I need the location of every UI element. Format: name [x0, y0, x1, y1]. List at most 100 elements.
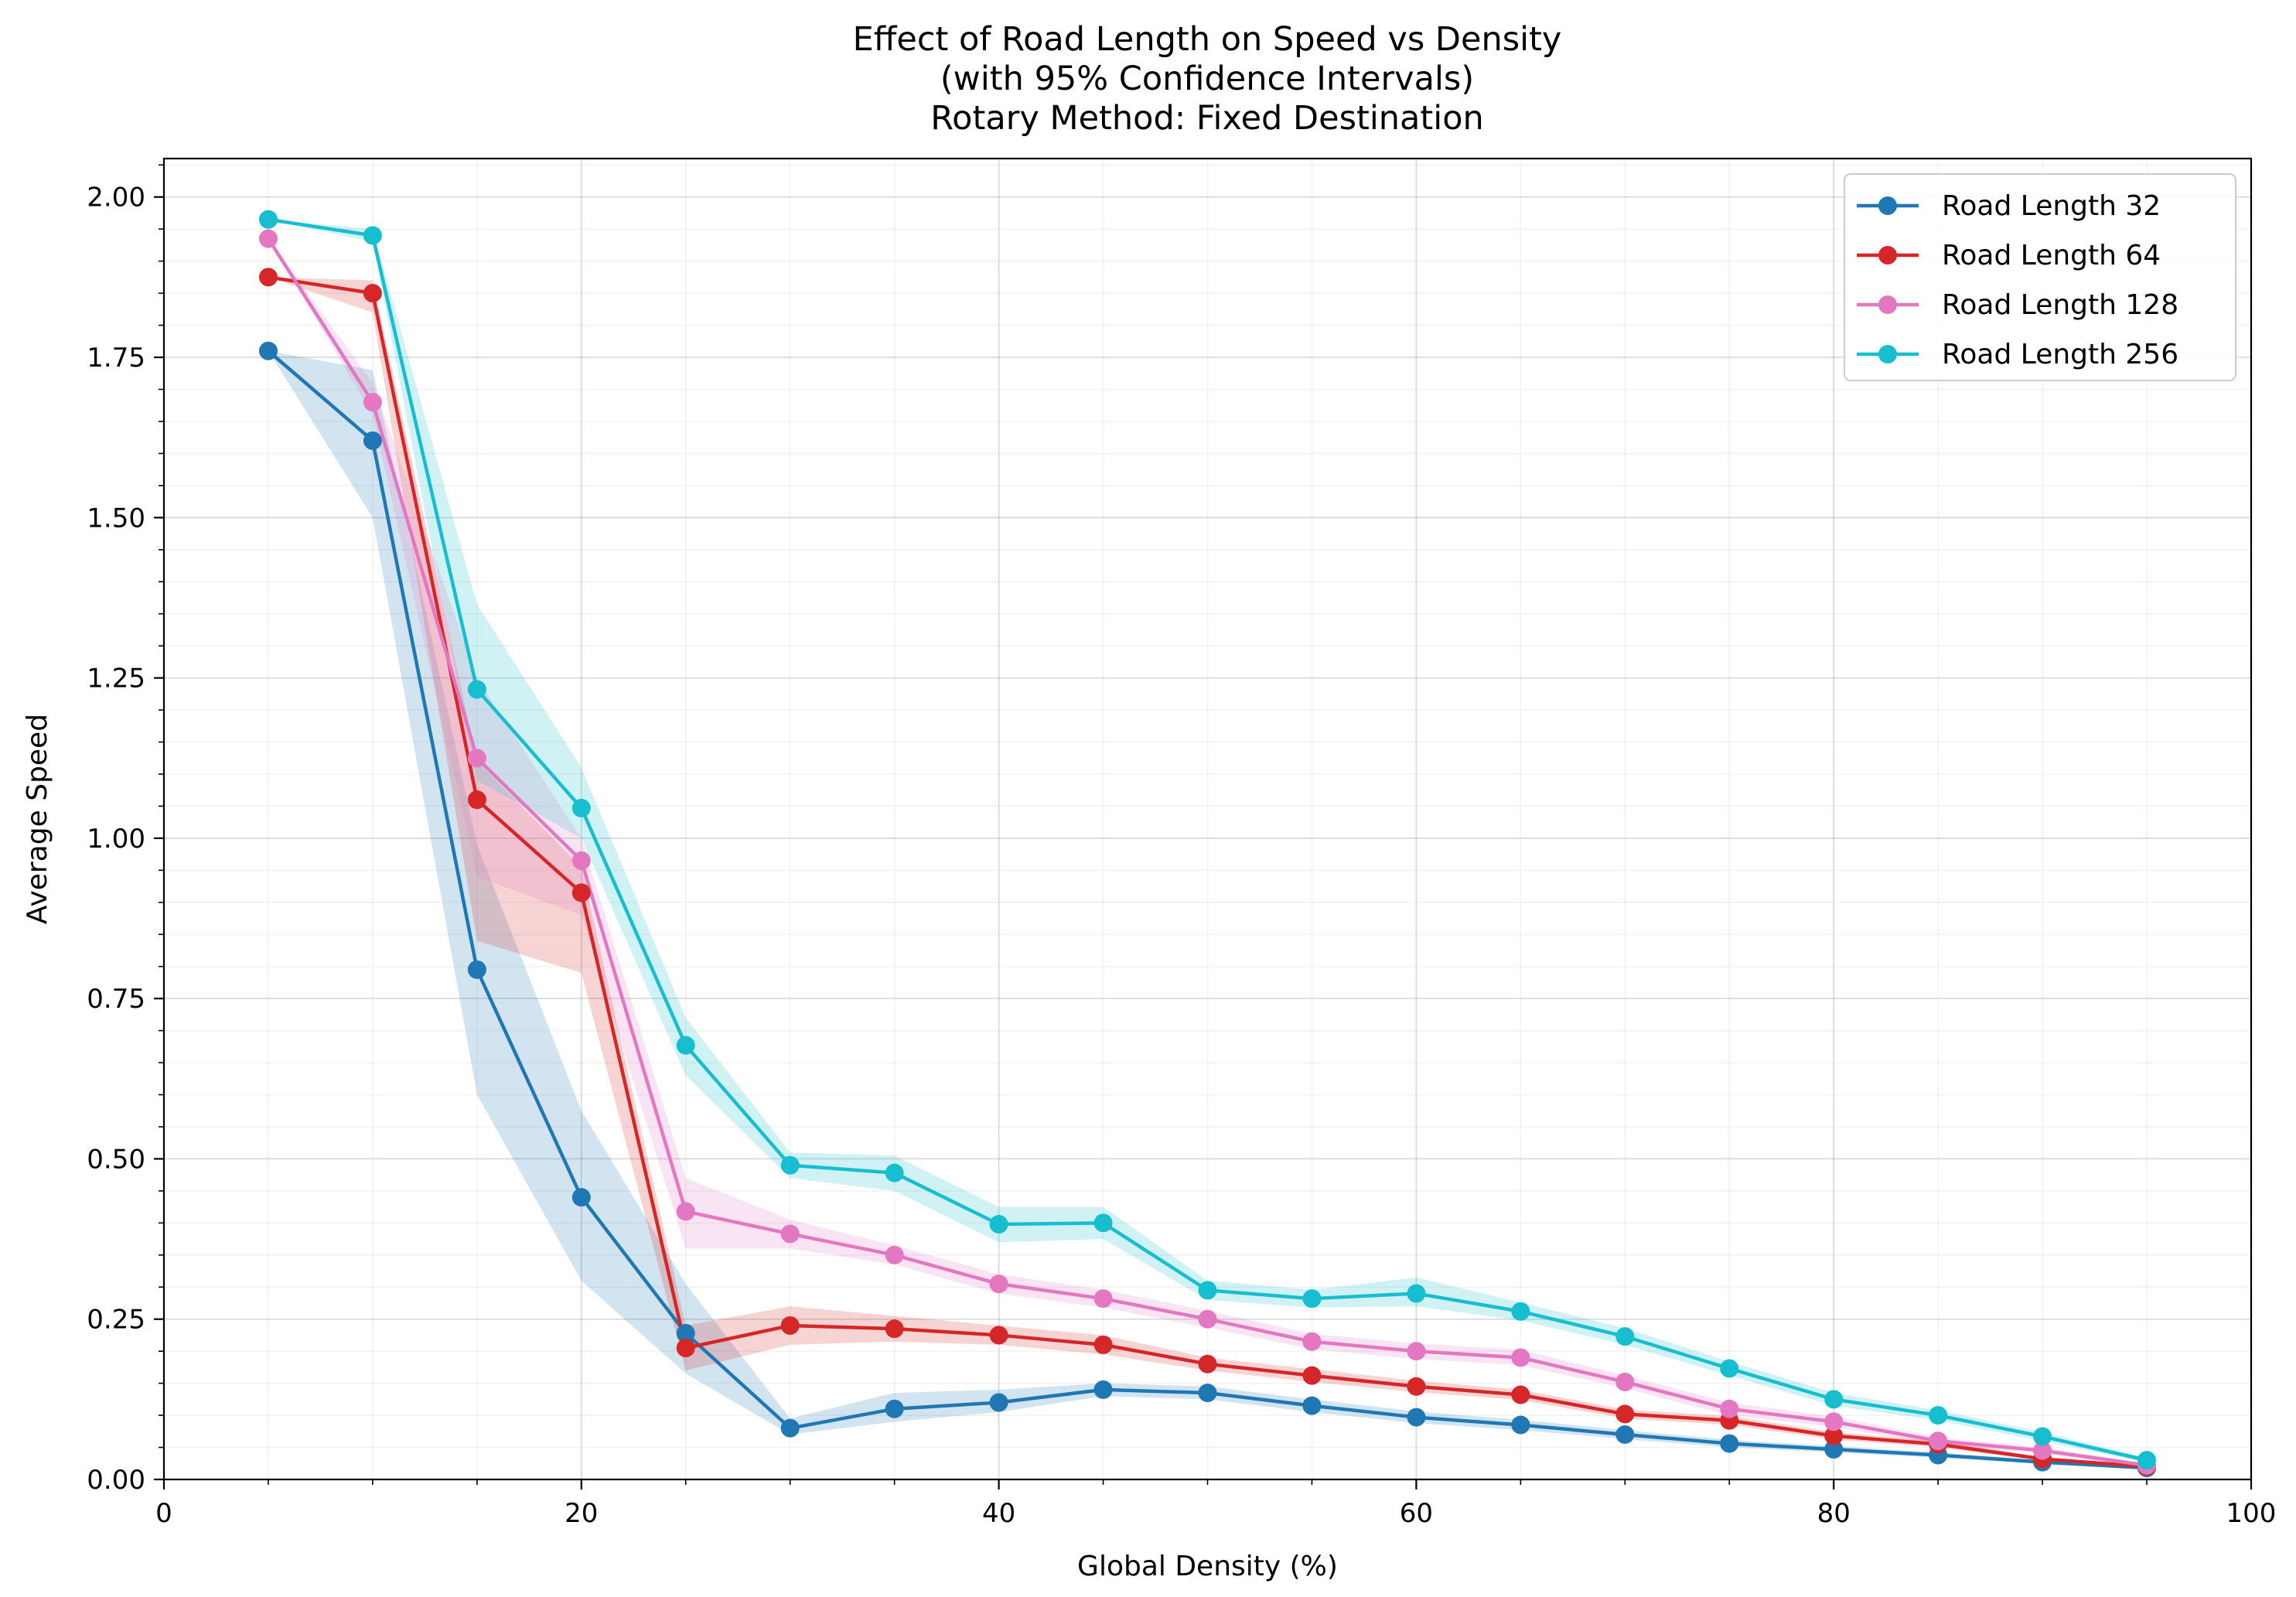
data-point-3-12	[1511, 1302, 1530, 1321]
x-axis-label: Global Density (%)	[1077, 1551, 1338, 1582]
x-tick-label: 0	[155, 1498, 172, 1529]
data-point-2-1	[363, 393, 382, 412]
data-point-2-5	[780, 1224, 800, 1244]
data-point-1-12	[1511, 1385, 1530, 1404]
data-point-3-15	[1824, 1390, 1844, 1409]
x-tick-label: 20	[565, 1498, 598, 1529]
x-tick-label: 60	[1400, 1498, 1433, 1529]
y-axis-label: Average Speed	[22, 714, 53, 924]
data-point-3-18	[2137, 1451, 2157, 1470]
data-point-3-2	[467, 680, 486, 699]
data-point-2-2	[467, 749, 486, 768]
data-point-0-2	[467, 960, 486, 979]
data-point-2-7	[989, 1275, 1008, 1294]
legend-box	[1844, 173, 2236, 381]
data-point-0-1	[363, 431, 382, 450]
x-tick-label: 100	[2226, 1498, 2277, 1529]
data-point-1-10	[1302, 1366, 1322, 1385]
data-point-0-3	[571, 1188, 591, 1207]
data-point-3-17	[2033, 1427, 2052, 1446]
data-point-1-1	[363, 284, 382, 303]
data-point-3-8	[1093, 1213, 1113, 1233]
x-tick-label: 80	[1817, 1498, 1851, 1529]
data-point-3-6	[885, 1163, 904, 1182]
axis-tick-labels: 0 20 40 60 80 100 0.00 0.25 0.50 0.75 1.00 1.25 1.50…	[87, 183, 2276, 1529]
data-point-3-14	[1720, 1359, 1739, 1378]
legend-label-2: Road Length 128	[1942, 289, 2178, 321]
data-point-1-3	[571, 883, 591, 903]
y-tick-label: 1.50	[87, 503, 145, 534]
data-point-2-6	[885, 1245, 904, 1264]
data-point-3-9	[1198, 1281, 1217, 1300]
data-point-0-15	[1824, 1440, 1844, 1459]
data-point-1-0	[258, 268, 278, 287]
chart-title-line-1: Effect of Road Length on Speed vs Densit…	[853, 20, 1562, 59]
series-points	[258, 210, 2157, 1478]
data-point-1-5	[780, 1316, 800, 1336]
chart-title-line-2: (with 95% Confidence Intervals)	[940, 60, 1474, 98]
data-point-0-13	[1615, 1425, 1635, 1444]
data-point-0-12	[1511, 1415, 1530, 1435]
chart-title: Effect of Road Length on Speed vs Densit…	[853, 20, 1562, 138]
data-point-1-8	[1093, 1335, 1113, 1354]
data-point-2-0	[258, 229, 278, 248]
data-point-2-11	[1407, 1342, 1426, 1361]
data-point-2-13	[1615, 1372, 1635, 1391]
data-point-3-4	[676, 1036, 695, 1055]
data-point-2-9	[1198, 1309, 1217, 1329]
data-point-3-1	[363, 226, 382, 245]
data-point-2-14	[1720, 1399, 1739, 1418]
y-tick-label: 0.75	[87, 984, 145, 1015]
data-point-1-11	[1407, 1377, 1426, 1396]
data-point-3-3	[571, 798, 591, 817]
data-point-0-7	[989, 1393, 1008, 1412]
data-point-0-0	[258, 341, 278, 360]
data-point-1-2	[467, 790, 486, 810]
y-tick-label: 0.25	[87, 1305, 145, 1336]
y-tick-label: 1.75	[87, 343, 145, 374]
data-point-3-10	[1302, 1289, 1322, 1309]
data-point-0-9	[1198, 1384, 1217, 1403]
data-point-3-5	[780, 1155, 800, 1175]
y-tick-label: 0.00	[87, 1465, 145, 1496]
data-point-2-15	[1824, 1412, 1844, 1431]
data-point-0-10	[1302, 1396, 1322, 1415]
legend-marker-1	[1878, 246, 1897, 264]
legend-marker-0	[1878, 196, 1897, 215]
data-point-3-0	[258, 210, 278, 229]
data-point-1-4	[676, 1339, 695, 1358]
x-tick-label: 40	[982, 1498, 1015, 1529]
legend-marker-3	[1878, 345, 1897, 363]
data-point-0-5	[780, 1418, 800, 1438]
data-point-1-15	[1824, 1426, 1844, 1445]
data-point-3-16	[1929, 1406, 1948, 1425]
legend-marker-2	[1878, 295, 1897, 314]
data-point-2-4	[676, 1202, 695, 1221]
data-point-2-8	[1093, 1289, 1113, 1309]
y-tick-label: 2.00	[87, 183, 145, 213]
data-point-1-13	[1615, 1404, 1635, 1424]
data-point-2-17	[2033, 1441, 2052, 1460]
data-point-1-6	[885, 1319, 904, 1339]
chart-title-line-3: Rotary Method: Fixed Destination	[930, 99, 1484, 138]
y-tick-label: 1.00	[87, 824, 145, 855]
data-point-2-10	[1302, 1332, 1322, 1351]
data-point-1-9	[1198, 1354, 1217, 1373]
data-point-3-13	[1615, 1327, 1635, 1346]
data-point-3-11	[1407, 1284, 1426, 1303]
axis-ticks	[154, 164, 2253, 1490]
y-tick-label: 0.50	[87, 1144, 145, 1175]
data-point-0-11	[1407, 1408, 1426, 1427]
data-point-0-8	[1093, 1380, 1113, 1399]
data-point-0-6	[885, 1399, 904, 1418]
legend-label-1: Road Length 64	[1942, 240, 2161, 271]
data-point-2-12	[1511, 1348, 1530, 1367]
data-point-2-16	[1929, 1431, 1948, 1451]
data-point-1-7	[989, 1326, 1008, 1345]
data-point-3-7	[989, 1215, 1008, 1234]
legend-label-0: Road Length 32	[1942, 190, 2161, 222]
y-tick-label: 1.25	[87, 664, 145, 694]
legend-label-3: Road Length 256	[1942, 339, 2178, 370]
data-point-0-4	[676, 1323, 695, 1343]
